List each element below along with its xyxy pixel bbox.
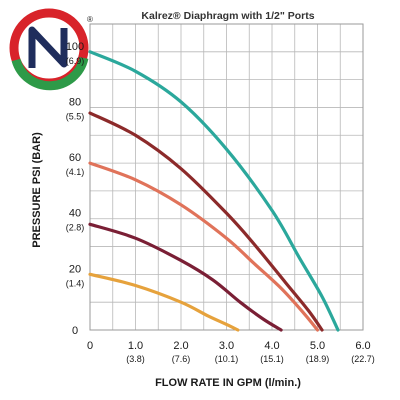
x-axis-title: FLOW RATE IN GPM (l/min.)	[155, 377, 301, 389]
series-curve-3	[88, 161, 320, 332]
y-tick-label: 40	[69, 208, 81, 220]
y-axis-ticks: 0 20 (1.4) 40 (2.8) 60 (4.1) 80 (5.5) 100 (6.9)	[66, 41, 85, 337]
y-tick-label: 20	[69, 263, 81, 275]
x-tick-sublabel: (22.7)	[351, 354, 375, 364]
series-curves	[88, 50, 340, 332]
x-tick-sublabel: (15.1)	[260, 354, 284, 364]
chart-title: Kalrez® Diaphragm with 1/2" Ports	[141, 10, 314, 22]
logo-registered-mark: ®	[87, 15, 93, 24]
y-tick-label: 60	[69, 152, 81, 164]
y-tick-sublabel: (4.1)	[66, 167, 85, 177]
series-curve-2	[88, 111, 324, 332]
y-tick-label: 80	[69, 96, 81, 108]
x-tick-sublabel: (3.8)	[126, 354, 145, 364]
series-curve-1	[88, 50, 340, 332]
x-tick-label: 3.0	[219, 340, 234, 352]
x-tick-sublabel: (10.1)	[215, 354, 239, 364]
y-tick-label: 100	[66, 41, 84, 53]
x-tick-label: 5.0	[310, 340, 325, 352]
logo-ring-green	[11, 56, 89, 91]
y-tick-sublabel: (1.4)	[66, 278, 85, 288]
x-tick-label: 0	[87, 340, 93, 352]
y-tick-sublabel: (5.5)	[66, 111, 85, 121]
grid	[89, 23, 364, 331]
x-tick-label: 2.0	[173, 340, 188, 352]
x-tick-label: 4.0	[264, 340, 279, 352]
x-tick-sublabel: (18.9)	[306, 354, 330, 364]
x-axis-ticks: 0 1.0 (3.8) 2.0 (7.6) 3.0 (10.1) 4.0 (15.1) 5.0 (1…	[87, 340, 375, 364]
x-tick-sublabel: (7.6)	[172, 354, 191, 364]
y-tick-label: 0	[72, 325, 78, 337]
x-tick-label: 1.0	[128, 340, 143, 352]
plot-frame	[89, 23, 364, 331]
y-axis-title: PRESSURE PSI (BAR)	[31, 132, 43, 248]
y-tick-sublabel: (6.9)	[66, 56, 85, 66]
x-tick-label: 6.0	[355, 340, 370, 352]
company-logo: ®	[9, 8, 93, 91]
y-tick-sublabel: (2.8)	[66, 223, 85, 233]
series-curve-4	[88, 222, 283, 332]
logo-letter-n	[28, 26, 68, 68]
series-curve-5	[88, 272, 240, 332]
